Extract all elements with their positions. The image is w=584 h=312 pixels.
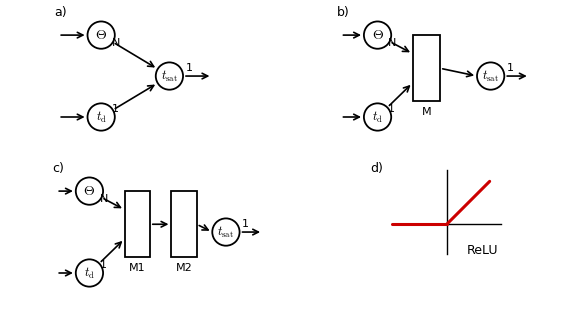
Text: 1: 1 (112, 104, 119, 114)
Circle shape (76, 259, 103, 287)
Text: M2: M2 (176, 263, 192, 273)
Text: $t_{\rm d}$: $t_{\rm d}$ (96, 110, 107, 124)
Text: b): b) (336, 6, 349, 19)
Text: $t_{\rm d}$: $t_{\rm d}$ (84, 266, 95, 280)
Circle shape (212, 218, 239, 246)
Bar (413, 35, 440, 101)
Text: 1: 1 (388, 104, 395, 114)
Text: 1: 1 (242, 219, 249, 229)
Circle shape (364, 22, 391, 49)
Circle shape (364, 103, 391, 131)
Text: $\mathbf{\Theta}$: $\mathbf{\Theta}$ (95, 28, 107, 42)
Text: $t_{\rm sat}$: $t_{\rm sat}$ (161, 69, 178, 84)
Text: N: N (100, 194, 109, 204)
Text: M1: M1 (129, 263, 145, 273)
Text: $\mathbf{\Theta}$: $\mathbf{\Theta}$ (371, 28, 384, 42)
Text: $t_{\rm sat}$: $t_{\rm sat}$ (217, 225, 235, 240)
Text: $\mathbf{\Theta}$: $\mathbf{\Theta}$ (84, 184, 95, 198)
Circle shape (76, 178, 103, 205)
Text: d): d) (371, 162, 384, 175)
Text: 1: 1 (507, 63, 514, 73)
Circle shape (88, 103, 115, 131)
Circle shape (88, 22, 115, 49)
Text: N: N (388, 38, 397, 48)
Bar (124, 191, 150, 257)
Bar (171, 191, 197, 257)
Text: $t_{\rm d}$: $t_{\rm d}$ (372, 110, 383, 124)
Text: $t_{\rm sat}$: $t_{\rm sat}$ (482, 69, 499, 84)
Text: 1: 1 (100, 260, 107, 270)
Circle shape (477, 62, 505, 90)
Text: c): c) (53, 162, 64, 175)
Circle shape (156, 62, 183, 90)
Text: a): a) (54, 6, 67, 19)
Text: M: M (422, 107, 431, 117)
Text: ReLU: ReLU (466, 244, 498, 257)
Text: N: N (112, 38, 120, 48)
Text: 1: 1 (185, 63, 192, 73)
